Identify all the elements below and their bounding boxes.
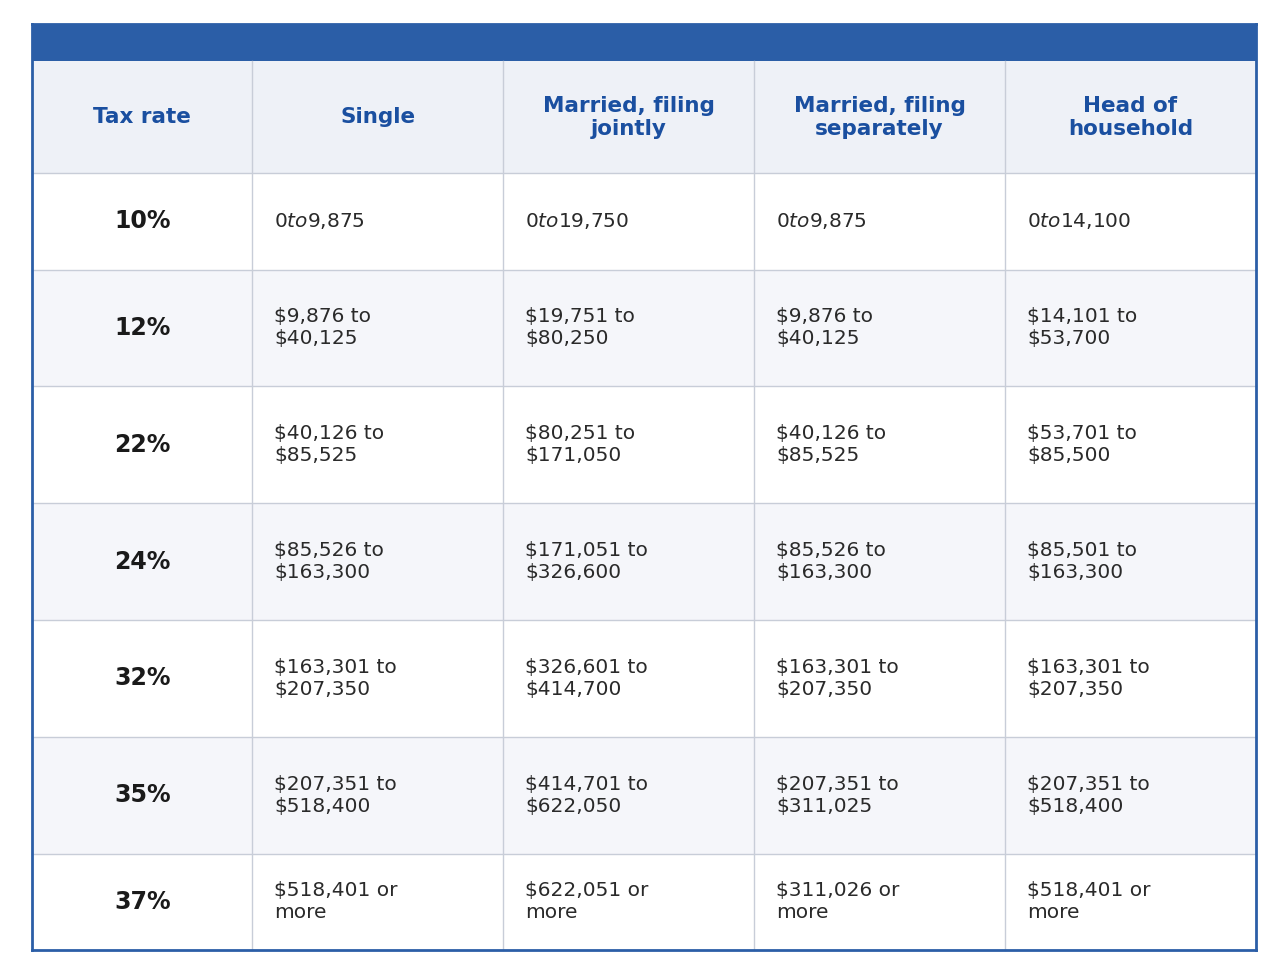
Text: $53,701 to
$85,500: $53,701 to $85,500: [1027, 425, 1137, 466]
Text: $85,501 to
$163,300: $85,501 to $163,300: [1027, 541, 1137, 582]
Text: Married, filing
separately: Married, filing separately: [793, 95, 966, 139]
FancyBboxPatch shape: [32, 270, 1256, 387]
Text: Married, filing
jointly: Married, filing jointly: [542, 95, 715, 139]
Text: 32%: 32%: [115, 666, 170, 691]
Text: Tax rate: Tax rate: [94, 107, 191, 128]
FancyBboxPatch shape: [32, 736, 1256, 853]
Text: $171,051 to
$326,600: $171,051 to $326,600: [526, 541, 648, 582]
Text: $0 to $19,750: $0 to $19,750: [526, 211, 630, 232]
Text: $326,601 to
$414,700: $326,601 to $414,700: [526, 657, 648, 698]
Text: 10%: 10%: [115, 209, 170, 234]
Text: $0 to $14,100: $0 to $14,100: [1027, 211, 1131, 232]
Text: $85,526 to
$163,300: $85,526 to $163,300: [777, 541, 886, 582]
Text: 24%: 24%: [115, 549, 170, 574]
Text: $40,126 to
$85,525: $40,126 to $85,525: [777, 425, 886, 466]
Text: $622,051 or
more: $622,051 or more: [526, 881, 649, 922]
FancyBboxPatch shape: [32, 387, 1256, 504]
Text: $311,026 or
more: $311,026 or more: [777, 881, 899, 922]
Text: $163,301 to
$207,350: $163,301 to $207,350: [777, 657, 899, 698]
Text: $80,251 to
$171,050: $80,251 to $171,050: [526, 425, 635, 466]
FancyBboxPatch shape: [32, 853, 1256, 950]
Text: $207,351 to
$311,025: $207,351 to $311,025: [777, 774, 899, 815]
Text: $19,751 to
$80,250: $19,751 to $80,250: [526, 308, 635, 349]
Text: $163,301 to
$207,350: $163,301 to $207,350: [274, 657, 397, 698]
Text: 22%: 22%: [115, 432, 170, 457]
Text: Single: Single: [340, 107, 416, 128]
Text: $0 to $9,875: $0 to $9,875: [274, 211, 366, 232]
FancyBboxPatch shape: [32, 173, 1256, 270]
Text: $207,351 to
$518,400: $207,351 to $518,400: [274, 774, 397, 815]
FancyBboxPatch shape: [32, 61, 1256, 173]
Text: 37%: 37%: [115, 889, 170, 914]
Text: $0 to $9,875: $0 to $9,875: [777, 211, 867, 232]
Text: $518,401 or
more: $518,401 or more: [1027, 881, 1150, 922]
FancyBboxPatch shape: [32, 504, 1256, 619]
Text: $207,351 to
$518,400: $207,351 to $518,400: [1027, 774, 1150, 815]
Text: $9,876 to
$40,125: $9,876 to $40,125: [777, 308, 873, 349]
Text: $163,301 to
$207,350: $163,301 to $207,350: [1027, 657, 1150, 698]
FancyBboxPatch shape: [32, 619, 1256, 736]
Text: 35%: 35%: [115, 783, 170, 807]
Text: $40,126 to
$85,525: $40,126 to $85,525: [274, 425, 385, 466]
Text: 12%: 12%: [115, 316, 170, 340]
Text: $14,101 to
$53,700: $14,101 to $53,700: [1027, 308, 1137, 349]
FancyBboxPatch shape: [32, 24, 1256, 61]
Text: $85,526 to
$163,300: $85,526 to $163,300: [274, 541, 384, 582]
Text: $414,701 to
$622,050: $414,701 to $622,050: [526, 774, 648, 815]
Text: Head of
household: Head of household: [1068, 95, 1193, 139]
Text: $518,401 or
more: $518,401 or more: [274, 881, 398, 922]
Text: $9,876 to
$40,125: $9,876 to $40,125: [274, 308, 371, 349]
